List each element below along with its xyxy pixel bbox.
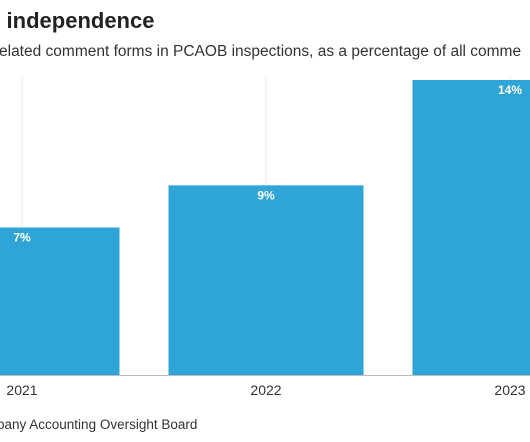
x-tick-label: 2023: [494, 382, 525, 398]
bar-2023: [412, 80, 530, 375]
bar-2022: [168, 185, 364, 375]
x-tick-label: 2021: [6, 382, 37, 398]
chart-subtitle: elated comment forms in PCAOB inspection…: [0, 43, 522, 60]
x-tick-label: 2022: [250, 382, 281, 398]
chart-source: pany Accounting Oversight Board: [0, 417, 198, 432]
chart-title: g independence: [0, 8, 155, 33]
bar-value-label: 7%: [13, 231, 31, 245]
bar-2021: [0, 227, 120, 375]
bar-value-label: 14%: [498, 83, 522, 97]
bar-value-label: 9%: [257, 188, 275, 202]
